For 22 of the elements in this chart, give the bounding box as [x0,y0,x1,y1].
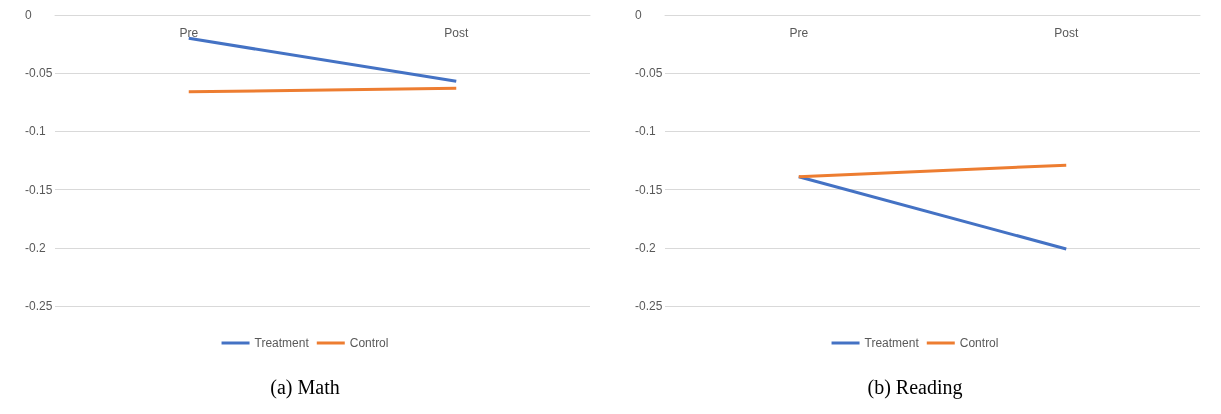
y-tick-label: -0.15 [25,182,53,197]
y-tick-label: 0 [635,8,642,22]
text: (a) Math [270,376,340,399]
y-tick-label: -0.05 [25,66,53,81]
y-tick-label: -0.2 [25,240,46,255]
x-tick-label: Post [444,26,469,40]
y-tick-label: -0.1 [635,124,656,139]
y-tick-label: -0.1 [25,124,46,139]
y-tick-label: -0.25 [635,299,663,313]
legend-label: Control [349,336,389,350]
y-tick-label: 0 [25,8,32,22]
x-tick-label: Post [1054,26,1079,40]
y-tick-label: -0.25 [25,299,53,313]
y-tick-label: -0.15 [635,182,663,197]
y-tick-label: -0.2 [635,240,656,255]
text: (b) Reading [867,376,963,399]
x-tick-label: Pre [789,26,809,40]
legend-label: Treatment [254,336,310,350]
x-tick-label: Pre [179,26,199,40]
legend-label: Treatment [864,336,920,350]
legend-label: Control [959,336,999,350]
y-tick-label: -0.05 [635,66,663,81]
